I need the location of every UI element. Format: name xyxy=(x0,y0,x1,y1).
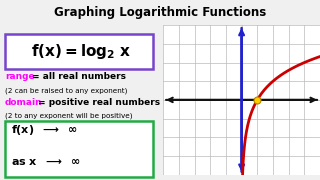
Text: Graphing Logarithmic Functions: Graphing Logarithmic Functions xyxy=(54,6,266,19)
Text: $\mathbf{f(x)\ \ \longrightarrow\ \ \infty}$: $\mathbf{f(x)\ \ \longrightarrow\ \ \inf… xyxy=(12,123,79,138)
Text: $\mathbf{f(x) = log_2\ x}$: $\mathbf{f(x) = log_2\ x}$ xyxy=(31,42,132,60)
Text: = all real numbers: = all real numbers xyxy=(32,72,126,81)
FancyBboxPatch shape xyxy=(5,121,153,177)
FancyBboxPatch shape xyxy=(5,35,153,69)
Text: = positive real numbers: = positive real numbers xyxy=(38,98,160,107)
Text: range: range xyxy=(5,72,35,81)
Text: domain: domain xyxy=(5,98,43,107)
Text: (2 can be raised to any exponent): (2 can be raised to any exponent) xyxy=(5,87,127,94)
Text: $\mathbf{as\ x\ \ \longrightarrow\ \ \infty}$: $\mathbf{as\ x\ \ \longrightarrow\ \ \in… xyxy=(12,156,81,167)
Text: (2 to any exponent will be positive): (2 to any exponent will be positive) xyxy=(5,113,132,119)
